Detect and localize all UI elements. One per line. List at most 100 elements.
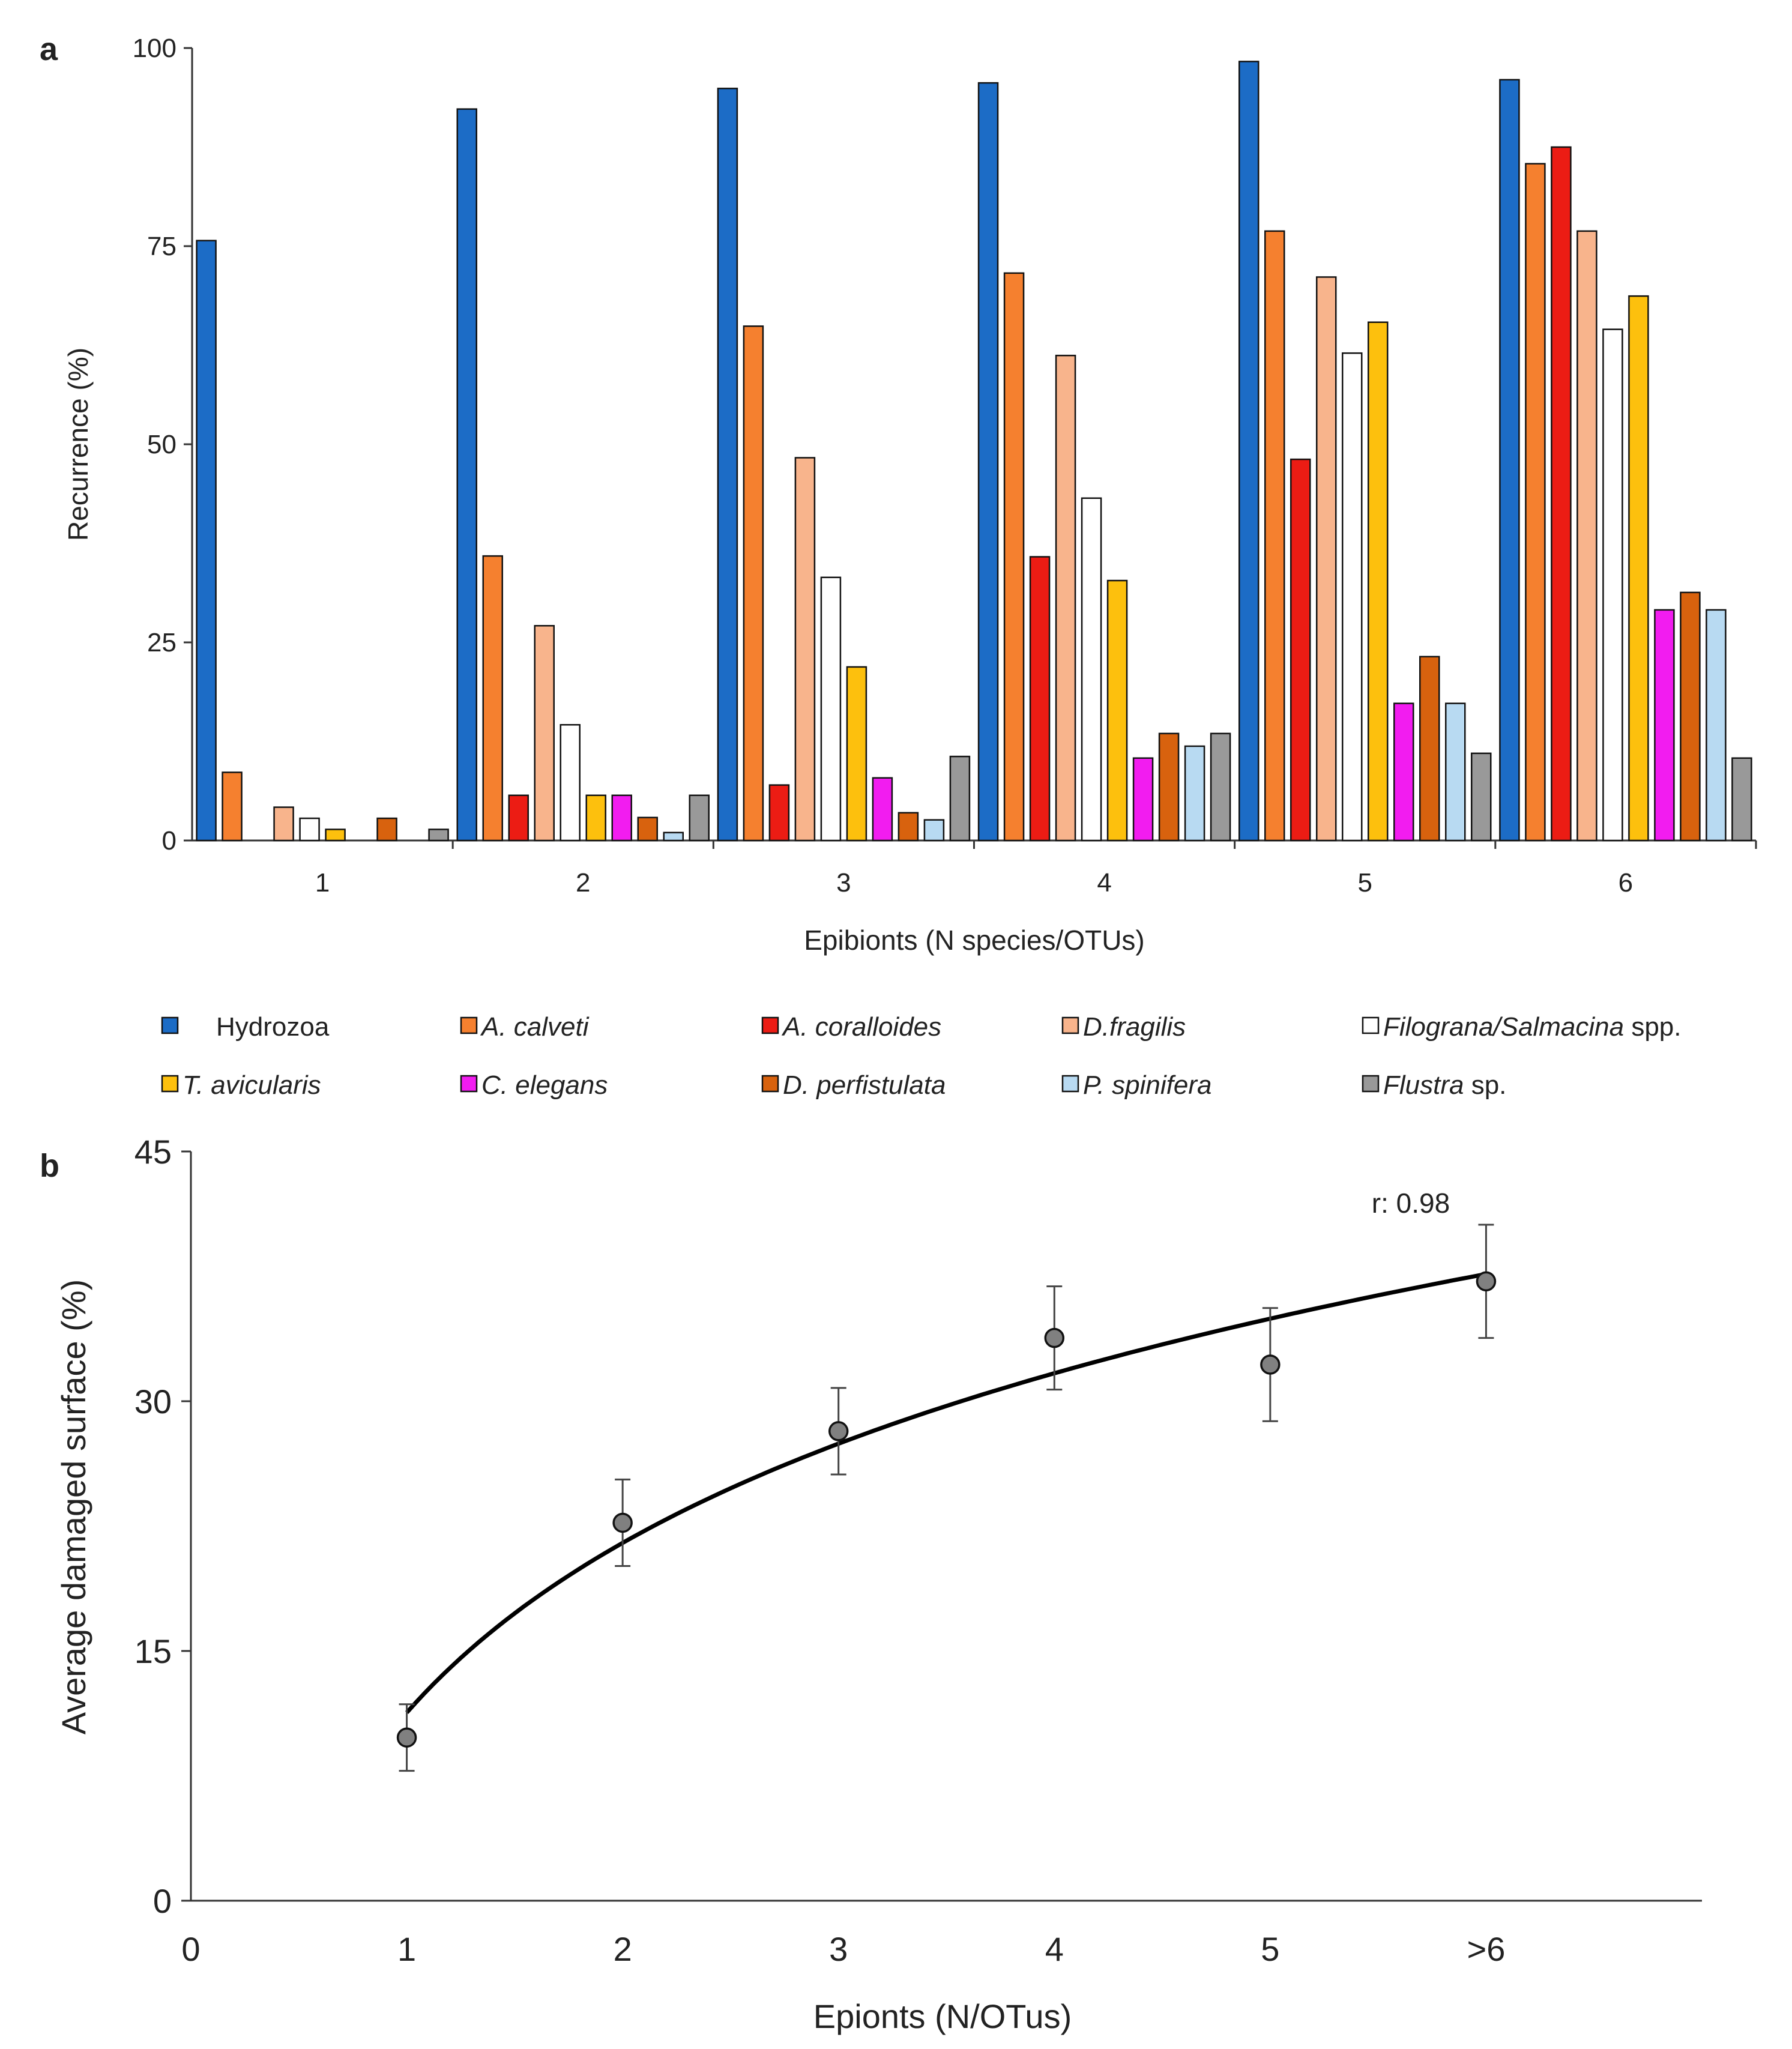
y-tick-label: 100 bbox=[133, 34, 176, 63]
x-tick-label: 2 bbox=[614, 1930, 632, 1968]
bar-flustra-1 bbox=[428, 828, 449, 842]
legend-swatch-d-perfistulata bbox=[761, 1075, 779, 1093]
legend-label-flustra: Flustra sp. bbox=[1383, 1070, 1506, 1100]
bar-a-coralloides-6 bbox=[1551, 146, 1572, 842]
x-tick-label: 1 bbox=[397, 1930, 416, 1968]
bar-c-elegans-2 bbox=[611, 794, 632, 842]
bar-d-perfistulata-1 bbox=[376, 817, 397, 842]
x-tick-label: 6 bbox=[1619, 868, 1633, 898]
y-tick-label: 30 bbox=[134, 1383, 172, 1420]
panel-b-x-axis-title: Epionts (N/OTus) bbox=[813, 1997, 1072, 2035]
data-point bbox=[828, 1421, 849, 1441]
bar-filograna-salmacina-1 bbox=[299, 817, 320, 842]
data-point bbox=[1260, 1354, 1281, 1375]
legend-swatch-hydrozoa bbox=[161, 1016, 179, 1034]
bar-t-avicularis-5 bbox=[1368, 321, 1389, 842]
bar-flustra-4 bbox=[1210, 732, 1231, 842]
x-tick-label: 1 bbox=[315, 868, 330, 898]
bar-c-elegans-4 bbox=[1132, 757, 1154, 842]
legend-swatch-t-avicularis bbox=[161, 1075, 179, 1093]
y-tick-label: 0 bbox=[153, 1882, 172, 1920]
bar-t-avicularis-6 bbox=[1628, 295, 1649, 842]
bar-d-perfistulata-2 bbox=[637, 816, 658, 842]
bar-p-spinifera-6 bbox=[1706, 609, 1727, 842]
bar-t-avicularis-4 bbox=[1106, 579, 1128, 842]
bar-d-perfistulata-4 bbox=[1158, 732, 1180, 842]
bar-t-avicularis-3 bbox=[846, 666, 867, 842]
bar-c-elegans-3 bbox=[872, 777, 893, 842]
y-tick-label: 45 bbox=[134, 1133, 172, 1171]
legend-label-a-calveti: A. calveti bbox=[480, 1012, 590, 1042]
bar-d-fragilis-2 bbox=[534, 625, 555, 842]
bar-a-calveti-1 bbox=[222, 771, 243, 842]
bar-a-calveti-3 bbox=[743, 325, 764, 842]
correlation-annotation: r: 0.98 bbox=[1372, 1187, 1450, 1219]
legend-swatch-p-spinifera bbox=[1061, 1075, 1079, 1093]
bar-c-elegans-6 bbox=[1654, 609, 1675, 842]
bar-hydrozoa-1 bbox=[196, 240, 217, 842]
bar-p-spinifera-5 bbox=[1445, 702, 1466, 842]
y-tick-label: 50 bbox=[147, 430, 176, 459]
legend-label-filograna-salmacina: Filograna/Salmacina spp. bbox=[1383, 1012, 1681, 1042]
data-point bbox=[612, 1512, 633, 1533]
bar-a-calveti-4 bbox=[1003, 272, 1025, 842]
bar-d-perfistulata-6 bbox=[1680, 591, 1701, 842]
x-tick-label: 3 bbox=[829, 1930, 848, 1968]
legend-swatch-a-coralloides bbox=[761, 1016, 779, 1034]
legend-label-d-perfistulata: D. perfistulata bbox=[783, 1070, 946, 1100]
bar-d-fragilis-5 bbox=[1316, 276, 1337, 842]
bar-d-perfistulata-3 bbox=[898, 812, 919, 842]
panel-b-label: b bbox=[40, 1148, 59, 1184]
y-tick-label: 0 bbox=[162, 826, 176, 856]
legend-swatch-c-elegans bbox=[460, 1075, 478, 1093]
bar-filograna-salmacina-4 bbox=[1081, 497, 1102, 842]
legend-label-hydrozoa: Hydrozoa bbox=[216, 1012, 330, 1042]
bar-t-avicularis-1 bbox=[325, 828, 346, 842]
trendline bbox=[405, 1272, 1487, 1714]
legend-swatch-filograna-salmacina bbox=[1362, 1016, 1380, 1034]
y-tick-label: 75 bbox=[147, 232, 176, 261]
x-tick-label: 5 bbox=[1261, 1930, 1279, 1968]
legend-swatch-d-fragilis bbox=[1061, 1016, 1079, 1034]
bar-d-perfistulata-5 bbox=[1419, 656, 1440, 842]
bar-filograna-salmacina-2 bbox=[560, 724, 581, 842]
panel-a-plot: 0 25 50 75 100 1 2 3 4 5 6 bbox=[133, 34, 1757, 898]
bar-hydrozoa-4 bbox=[977, 82, 999, 842]
bar-d-fragilis-6 bbox=[1576, 230, 1597, 842]
legend-swatch-flustra bbox=[1362, 1075, 1380, 1093]
panel-a-y-axis-title: Recurrence (%) bbox=[62, 348, 94, 541]
bar-d-fragilis-3 bbox=[794, 457, 816, 842]
legend-label-p-spinifera: P. spinifera bbox=[1083, 1070, 1211, 1100]
x-tick-label: 5 bbox=[1358, 868, 1372, 898]
x-tick-label: >6 bbox=[1467, 1930, 1505, 1968]
bar-a-calveti-5 bbox=[1264, 230, 1285, 842]
data-point bbox=[396, 1727, 417, 1748]
x-tick-label: 3 bbox=[836, 868, 851, 898]
legend-label-t-avicularis: T. avicularis bbox=[183, 1070, 321, 1100]
data-point bbox=[1044, 1327, 1065, 1348]
bar-hydrozoa-5 bbox=[1238, 61, 1260, 842]
bar-flustra-3 bbox=[949, 755, 971, 842]
bar-flustra-5 bbox=[1471, 752, 1492, 842]
bar-a-calveti-2 bbox=[482, 555, 503, 842]
bar-hydrozoa-2 bbox=[456, 108, 477, 842]
bar-c-elegans-5 bbox=[1393, 702, 1414, 842]
y-tick-label: 15 bbox=[134, 1632, 172, 1670]
x-tick-label: 4 bbox=[1045, 1930, 1064, 1968]
bar-filograna-salmacina-5 bbox=[1342, 352, 1363, 842]
bar-flustra-2 bbox=[689, 794, 710, 842]
y-tick-label: 25 bbox=[147, 628, 176, 657]
bar-flustra-6 bbox=[1731, 757, 1752, 842]
legend-swatch-a-calveti bbox=[460, 1016, 478, 1034]
bar-filograna-salmacina-3 bbox=[820, 576, 842, 842]
bar-a-calveti-6 bbox=[1525, 163, 1546, 842]
bar-d-fragilis-1 bbox=[273, 806, 294, 842]
bar-t-avicularis-2 bbox=[585, 794, 606, 842]
x-tick-label: 2 bbox=[576, 868, 590, 898]
bar-filograna-salmacina-6 bbox=[1602, 328, 1623, 842]
bar-a-coralloides-2 bbox=[508, 794, 529, 842]
panel-a-legend: Hydrozoa A. calveti A. coralloides D.fragil… bbox=[161, 1012, 1681, 1100]
panel-a-label: a bbox=[40, 31, 58, 67]
